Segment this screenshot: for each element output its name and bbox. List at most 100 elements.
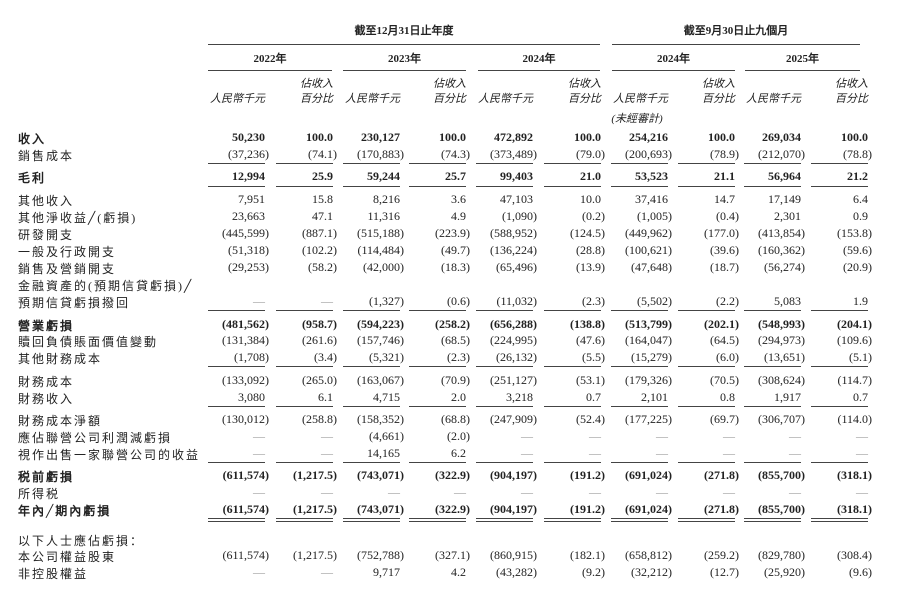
value-cell: (79.0) bbox=[576, 147, 605, 161]
value-cell: (136,224) bbox=[490, 243, 537, 257]
value-cell: (158,352) bbox=[357, 412, 404, 426]
value-cell: (860,915) bbox=[490, 548, 537, 562]
value-cell: 254,216 bbox=[629, 130, 668, 144]
row-label: 其他淨收益╱(虧損) bbox=[18, 211, 138, 225]
row-label: 金融資產的(預期信貸虧損)╱ bbox=[18, 279, 194, 293]
value-cell: — bbox=[521, 485, 533, 499]
value-cell: (322.9) bbox=[435, 502, 470, 516]
value-cell: (43,282) bbox=[496, 565, 537, 579]
pct-label-1: 佔收入 bbox=[433, 78, 466, 90]
sum-rule bbox=[811, 521, 868, 522]
value-cell: — bbox=[723, 446, 735, 460]
value-cell: (271.8) bbox=[704, 468, 739, 482]
value-cell: (1,327) bbox=[369, 294, 404, 308]
sum-rule bbox=[208, 406, 265, 407]
value-cell: (611,574) bbox=[222, 548, 269, 562]
value-cell: (294,973) bbox=[758, 333, 805, 347]
value-cell: — bbox=[856, 429, 868, 443]
value-cell: (39.6) bbox=[710, 243, 739, 257]
value-cell: 2,301 bbox=[774, 209, 801, 223]
value-cell: (855,700) bbox=[758, 468, 805, 482]
sum-rule bbox=[544, 366, 601, 367]
year-rule bbox=[478, 70, 600, 71]
value-cell: (445,599) bbox=[222, 226, 269, 240]
value-cell: (37,236) bbox=[228, 147, 269, 161]
pct-label-2: 百分比 bbox=[835, 93, 868, 105]
sum-rule bbox=[476, 521, 533, 522]
table-row: 金融資產的(預期信貸虧損)╱ bbox=[0, 277, 903, 294]
sum-rule bbox=[476, 518, 533, 519]
sum-rule bbox=[409, 518, 466, 519]
value-cell: 100.0 bbox=[574, 130, 601, 144]
value-cell: — bbox=[723, 485, 735, 499]
value-cell: (42,000) bbox=[363, 260, 404, 274]
year-header: 2025年 bbox=[786, 53, 819, 65]
value-cell: (1,090) bbox=[502, 209, 537, 223]
value-cell: (102.2) bbox=[302, 243, 337, 257]
value-cell: (78.9) bbox=[710, 147, 739, 161]
table-row: 財務收入 3,080 6.1 4,715 2.0 3,218 0.7 2,101 0.8 1,91… bbox=[0, 390, 903, 407]
value-cell: (258.2) bbox=[435, 317, 470, 331]
value-cell: — bbox=[789, 429, 801, 443]
unaudited-note: (未經審計) bbox=[611, 113, 663, 125]
sum-rule bbox=[611, 186, 668, 187]
sum-rule bbox=[611, 462, 668, 463]
table-row: 所得税 — — — — — — — — — — bbox=[0, 485, 903, 502]
value-cell: (59.6) bbox=[843, 243, 872, 257]
sum-rule bbox=[343, 462, 400, 463]
sum-rule bbox=[476, 462, 533, 463]
sum-rule bbox=[544, 462, 601, 463]
pct-label-2: 百分比 bbox=[433, 93, 466, 105]
value-cell: (133,092) bbox=[222, 373, 269, 387]
value-cell: (1,217.5) bbox=[293, 468, 337, 482]
value-cell: (308,624) bbox=[758, 373, 805, 387]
value-cell: 100.0 bbox=[306, 130, 333, 144]
value-cell: (4,661) bbox=[369, 429, 404, 443]
value-cell: (691,024) bbox=[625, 468, 672, 482]
value-cell: (0.2) bbox=[582, 209, 605, 223]
value-cell: 9,717 bbox=[373, 565, 400, 579]
value-cell: (47.6) bbox=[576, 333, 605, 347]
value-cell: (32,212) bbox=[631, 565, 672, 579]
sum-rule bbox=[611, 521, 668, 522]
year-rule bbox=[208, 70, 332, 71]
value-cell: (153.8) bbox=[837, 226, 872, 240]
year-rule bbox=[745, 70, 860, 71]
value-cell: (177.0) bbox=[704, 226, 739, 240]
unit-label: 人民幣千元 bbox=[746, 93, 801, 105]
value-cell: (177,225) bbox=[625, 412, 672, 426]
value-cell: (78.8) bbox=[843, 147, 872, 161]
table-row: 應佔聯營公司利潤減虧損 — — (4,661) (2.0) — — — — — — bbox=[0, 429, 903, 446]
value-cell: (306,707) bbox=[758, 412, 805, 426]
value-cell: (1,005) bbox=[637, 209, 672, 223]
value-cell: (212,070) bbox=[758, 147, 805, 161]
value-cell: — bbox=[656, 446, 668, 460]
sum-rule bbox=[744, 518, 801, 519]
value-cell: (109.6) bbox=[837, 333, 872, 347]
value-cell: (481,562) bbox=[222, 317, 269, 331]
value-cell: (157,746) bbox=[357, 333, 404, 347]
row-label: 毛利 bbox=[18, 171, 47, 185]
value-cell: (114.0) bbox=[837, 412, 872, 426]
table-row: 營業虧損 (481,562) (958.7) (594,223) (258.2) (656… bbox=[0, 317, 903, 334]
value-cell: (327.1) bbox=[435, 548, 470, 562]
value-cell: (5.5) bbox=[582, 350, 605, 364]
pct-label-1: 佔收入 bbox=[702, 78, 735, 90]
row-label: 營業虧損 bbox=[18, 319, 75, 333]
value-cell: 6.4 bbox=[853, 192, 868, 206]
sum-rule bbox=[544, 163, 601, 164]
sum-rule bbox=[611, 366, 668, 367]
value-cell: 12,994 bbox=[232, 169, 265, 183]
value-cell: 472,892 bbox=[494, 130, 533, 144]
table-row: 本公司權益股東 (611,574) (1,217.5) (752,788) (327.1… bbox=[0, 548, 903, 565]
value-cell: — bbox=[856, 485, 868, 499]
sum-rule bbox=[409, 406, 466, 407]
value-cell: 10.0 bbox=[580, 192, 601, 206]
header-annual-group: 截至12月31日止年度 bbox=[354, 25, 454, 37]
row-label: 其他財務成本 bbox=[18, 352, 103, 366]
sum-rule bbox=[744, 406, 801, 407]
value-cell: (18.7) bbox=[710, 260, 739, 274]
sum-rule bbox=[476, 366, 533, 367]
value-cell: (318.1) bbox=[837, 502, 872, 516]
value-cell: (413,854) bbox=[758, 226, 805, 240]
